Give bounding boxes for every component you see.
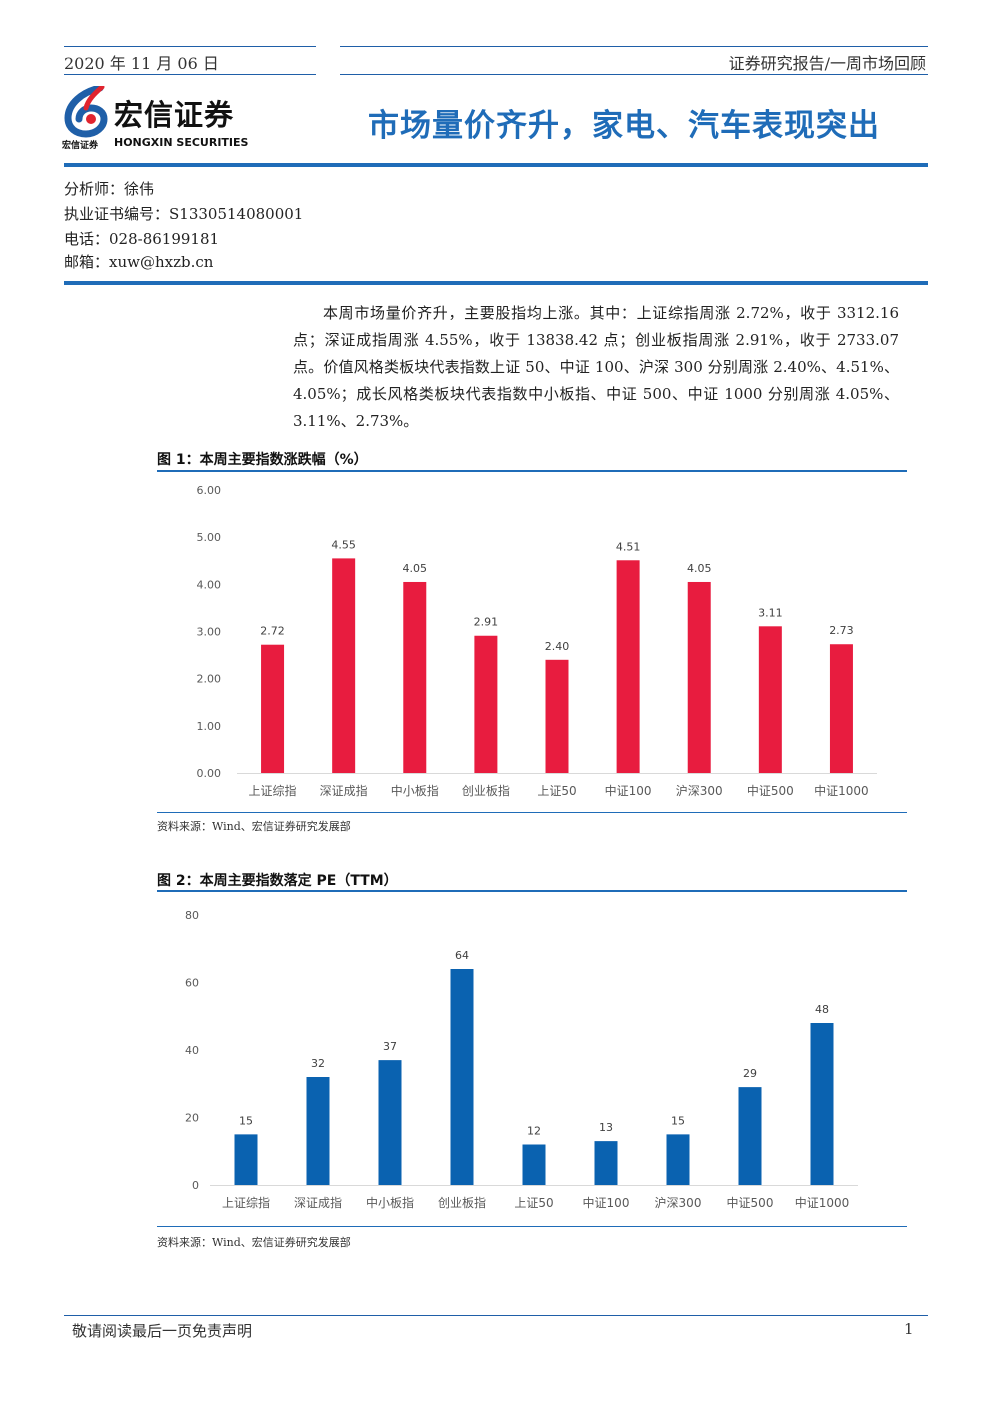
logo-chinese-small: 宏信证券 <box>62 141 99 151</box>
x-tick-label: 上证综指 <box>249 783 297 798</box>
data-label: 48 <box>815 1003 829 1016</box>
summary-paragraph: 本周市场量价齐升，主要股指均上涨。其中：上证综指周涨 2.72%，收于 3312… <box>293 304 899 430</box>
data-label: 4.05 <box>687 562 712 575</box>
figure2-bottom-rule <box>157 1226 907 1227</box>
figure2-title: 图 2：本周主要指数落定 PE（TTM） <box>157 873 398 889</box>
y-tick-label: 0.00 <box>197 767 222 780</box>
data-label: 4.55 <box>331 538 356 551</box>
header-rule-right <box>340 74 928 75</box>
data-label: 3.11 <box>758 606 783 619</box>
data-label: 32 <box>311 1057 325 1070</box>
bar <box>810 1023 834 1185</box>
analyst-email: 邮箱：xuw@hxzb.cn <box>64 253 214 271</box>
x-tick-label: 上证综指 <box>222 1195 270 1210</box>
bar <box>234 1134 258 1185</box>
data-label: 15 <box>239 1114 253 1127</box>
y-tick-label: 20 <box>185 1112 199 1125</box>
bar <box>378 1060 402 1185</box>
x-tick-label: 中证1000 <box>814 783 869 798</box>
header-rule-right-top <box>340 46 928 47</box>
analyst-phone: 电话：028-86199181 <box>64 230 220 248</box>
figure2-source: 资料来源：Wind、宏信证券研究发展部 <box>157 1236 351 1249</box>
y-tick-label: 40 <box>185 1044 199 1057</box>
x-tick-label: 中证100 <box>605 783 652 798</box>
figure1-title: 图 1：本周主要指数涨跌幅（%） <box>157 452 368 468</box>
y-tick-label: 1.00 <box>197 720 222 733</box>
bar <box>829 644 853 773</box>
page-number: 1 <box>904 1320 914 1338</box>
y-tick-label: 0 <box>192 1179 199 1192</box>
data-label: 29 <box>743 1067 757 1080</box>
x-tick-label: 中证100 <box>583 1195 630 1210</box>
data-label: 2.73 <box>829 624 854 637</box>
bar <box>738 1087 762 1185</box>
report-type: 证券研究报告/一周市场回顾 <box>728 54 926 73</box>
summary-section: 本周市场量价齐升，主要股指均上涨。其中：上证综指周涨 2.72%，收于 3312… <box>293 300 899 435</box>
x-tick-label: 上证50 <box>514 1196 553 1210</box>
y-tick-label: 6.00 <box>197 484 222 497</box>
y-tick-label: 80 <box>185 909 199 922</box>
y-tick-label: 5.00 <box>197 531 222 544</box>
author-divider <box>64 281 928 285</box>
figure1-top-rule <box>157 470 907 472</box>
data-label: 2.91 <box>474 616 499 629</box>
y-tick-label: 2.00 <box>197 673 222 686</box>
footer-rule <box>64 1315 928 1316</box>
x-tick-label: 沪深300 <box>655 1196 702 1210</box>
x-tick-label: 沪深300 <box>676 784 723 798</box>
x-tick-label: 上证50 <box>537 784 576 798</box>
figure1-bottom-rule <box>157 812 907 813</box>
data-label: 15 <box>671 1114 685 1127</box>
figure1-source: 资料来源：Wind、宏信证券研究发展部 <box>157 820 351 833</box>
x-tick-label: 中证1000 <box>795 1195 850 1210</box>
y-tick-label: 60 <box>185 977 199 990</box>
report-date: 2020 年 11 月 06 日 <box>64 54 219 73</box>
data-label: 2.72 <box>260 625 285 638</box>
figure1-chart: 0.00 1.00 2.00 3.00 4.00 5.00 6.00 2.72 上证综指 4.55… <box>197 484 877 798</box>
x-tick-label: 中小板指 <box>366 1195 414 1210</box>
figure2-top-rule <box>157 890 907 892</box>
y-tick-label: 3.00 <box>197 626 222 639</box>
bar <box>616 560 640 773</box>
bar <box>687 581 711 773</box>
logo-english-name: HONGXIN SECURITIES <box>114 136 249 149</box>
bar <box>261 644 285 773</box>
report-title: 市场量价齐升，家电、汽车表现突出 <box>368 108 880 144</box>
logo-mark-icon <box>64 86 108 138</box>
data-label: 37 <box>383 1040 397 1053</box>
title-divider <box>64 163 928 167</box>
header-rule-left <box>64 74 316 75</box>
bar <box>474 635 498 773</box>
bar <box>332 558 356 773</box>
header-rule-left-top <box>64 46 316 47</box>
x-tick-label: 创业板指 <box>462 783 510 798</box>
x-tick-label: 创业板指 <box>438 1195 486 1210</box>
analyst-name: 分析师：徐伟 <box>64 180 155 198</box>
x-tick-label: 深证成指 <box>294 1195 342 1210</box>
bar <box>450 969 474 1185</box>
x-tick-label: 深证成指 <box>320 783 368 798</box>
bar <box>306 1077 330 1185</box>
company-logo: 宏信证券 宏信证券 HONGXIN SECURITIES <box>62 86 272 154</box>
figure2-chart: 0 20 40 60 80 15 上证综指 32 深证成指 37 中小板指 64 创业板指 12 上证50 1… <box>185 909 858 1210</box>
x-tick-label: 中小板指 <box>391 783 439 798</box>
bar <box>666 1134 690 1185</box>
bar <box>758 626 782 773</box>
data-label: 13 <box>599 1121 613 1134</box>
data-label: 64 <box>455 949 469 962</box>
bar <box>522 1144 546 1185</box>
x-tick-label: 中证500 <box>727 1195 774 1210</box>
data-label: 4.05 <box>403 562 428 575</box>
data-label: 4.51 <box>616 540 641 553</box>
x-tick-label: 中证500 <box>747 783 794 798</box>
bar <box>403 581 427 773</box>
disclaimer-note: 敬请阅读最后一页免责声明 <box>72 1322 253 1340</box>
analyst-license: 执业证书编号：S1330514080001 <box>64 205 304 223</box>
bar <box>594 1141 618 1185</box>
y-tick-label: 4.00 <box>197 578 222 591</box>
bar <box>545 659 569 773</box>
data-label: 2.40 <box>545 640 570 653</box>
data-label: 12 <box>527 1125 541 1138</box>
logo-chinese-name: 宏信证券 <box>114 98 235 132</box>
